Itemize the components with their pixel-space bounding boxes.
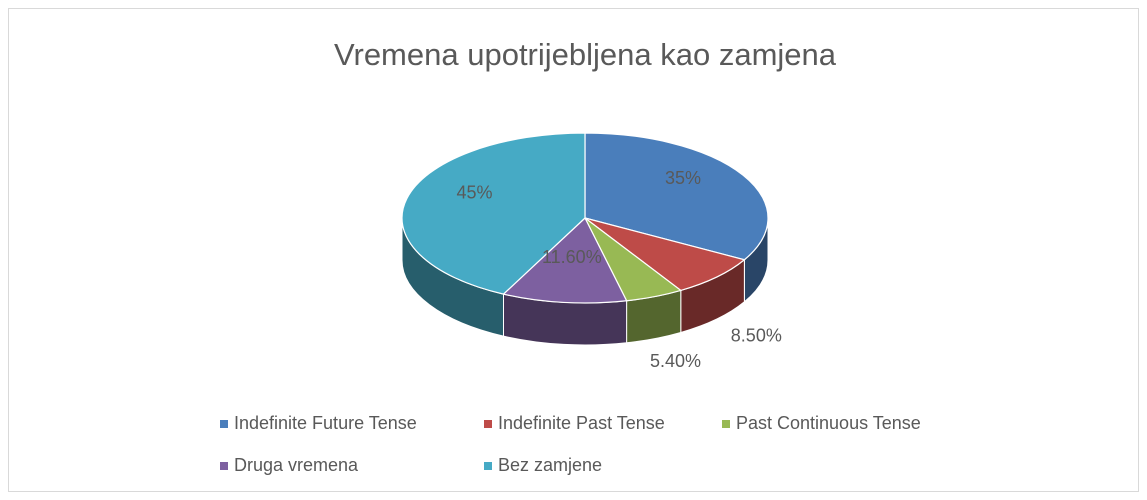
data-label: 45% <box>457 183 493 203</box>
data-label: 35% <box>665 168 701 188</box>
legend-swatch <box>220 462 228 470</box>
legend-swatch <box>484 462 492 470</box>
legend-swatch <box>484 420 492 428</box>
legend-label: Druga vremena <box>234 455 359 475</box>
legend: Indefinite Future Tense Indefinite Past T… <box>220 413 921 475</box>
legend-label: Indefinite Future Tense <box>234 413 417 433</box>
data-label: 5.40% <box>650 351 701 371</box>
legend-label: Past Continuous Tense <box>736 413 921 433</box>
data-label: 11.60% <box>542 247 602 267</box>
legend-label: Indefinite Past Tense <box>498 413 665 433</box>
chart-title: Vremena upotrijebljena kao zamjena <box>334 37 837 72</box>
slice <box>401 132 586 295</box>
slice <box>584 217 746 292</box>
legend-swatch <box>220 420 228 428</box>
data-label: 8.50% <box>731 325 782 345</box>
legend-label: Bez zamjene <box>498 455 602 475</box>
slice <box>502 217 628 304</box>
pie-tops <box>401 132 769 304</box>
data-labels: 35% 8.50% 5.40% 11.60% 45% <box>457 168 782 371</box>
slice <box>584 132 769 261</box>
legend-swatch <box>722 420 730 428</box>
